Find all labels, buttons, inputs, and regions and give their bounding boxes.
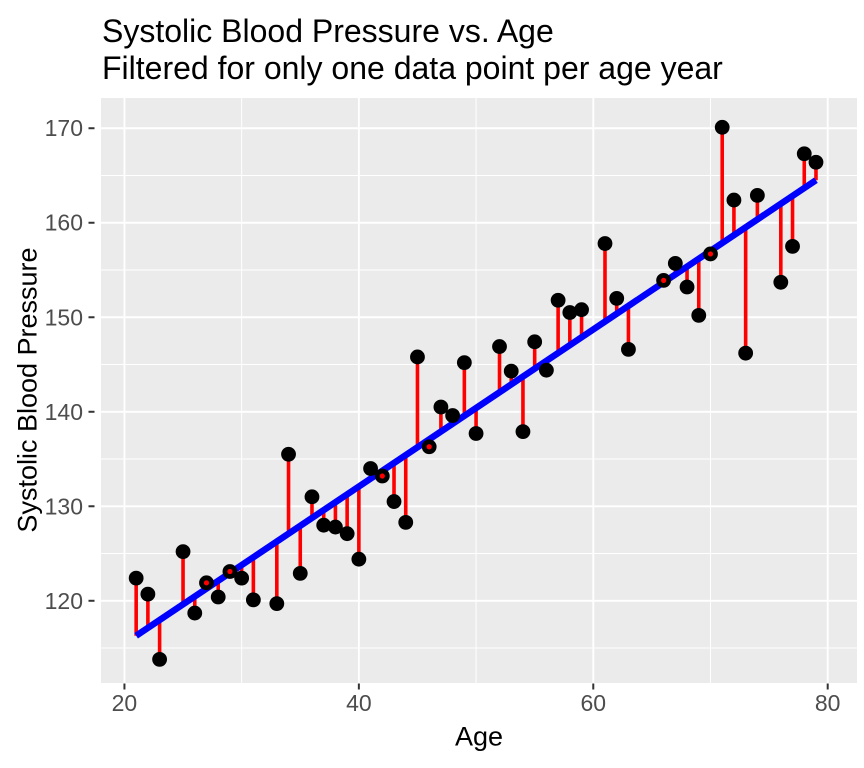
y-tick-label: 150 xyxy=(45,304,83,330)
data-point xyxy=(749,187,765,203)
chart-title: Systolic Blood Pressure vs. Age xyxy=(102,13,554,49)
x-tick-label: 20 xyxy=(112,690,138,716)
x-tick-label: 40 xyxy=(346,690,372,716)
y-tick-label: 170 xyxy=(45,115,83,141)
y-tick-label: 130 xyxy=(45,493,83,519)
data-point xyxy=(773,274,789,290)
y-tick-label: 160 xyxy=(45,210,83,236)
x-axis-title: Age xyxy=(454,721,504,752)
data-point xyxy=(410,349,425,365)
data-point xyxy=(316,517,332,533)
data-point xyxy=(667,255,683,271)
chart-subtitle: Filtered for only one data point per age… xyxy=(102,50,723,86)
data-point xyxy=(609,290,625,306)
data-point xyxy=(527,334,543,350)
data-point xyxy=(175,544,191,560)
residual-endpoint xyxy=(227,568,233,575)
x-tick-label: 80 xyxy=(815,690,841,716)
data-point xyxy=(550,292,566,308)
residual-endpoint xyxy=(203,580,210,586)
data-point xyxy=(574,302,589,318)
data-point xyxy=(363,461,378,476)
data-point xyxy=(281,446,296,462)
data-point xyxy=(292,565,308,581)
data-point xyxy=(433,399,449,415)
data-point xyxy=(187,605,203,621)
data-point xyxy=(468,426,484,441)
x-tick-label: 60 xyxy=(580,690,606,716)
data-point xyxy=(339,526,355,542)
data-point xyxy=(503,363,519,379)
data-point xyxy=(245,592,261,608)
data-point xyxy=(691,307,707,323)
data-point xyxy=(726,192,742,208)
y-tick-label: 120 xyxy=(45,588,83,614)
data-point xyxy=(785,238,800,254)
data-point xyxy=(304,489,320,505)
y-tick-label: 140 xyxy=(45,399,83,425)
data-point xyxy=(234,570,250,586)
data-point xyxy=(386,494,402,509)
data-point xyxy=(269,596,285,612)
data-point xyxy=(796,146,812,162)
data-point xyxy=(398,514,414,530)
data-point xyxy=(597,236,613,251)
data-point xyxy=(140,586,156,602)
residual-endpoint xyxy=(661,277,667,283)
data-point xyxy=(621,341,636,357)
residual-endpoint xyxy=(379,473,385,479)
residual-endpoint xyxy=(707,251,714,257)
data-point xyxy=(445,408,461,423)
data-point xyxy=(210,589,226,605)
data-point xyxy=(738,345,754,361)
data-point xyxy=(538,362,554,378)
data-point xyxy=(152,651,168,667)
data-point xyxy=(128,570,144,586)
data-point xyxy=(492,339,507,354)
data-point xyxy=(456,355,472,371)
data-point xyxy=(808,154,824,170)
residual-endpoint xyxy=(426,444,432,450)
data-point xyxy=(351,551,367,567)
data-point xyxy=(515,424,531,440)
regression-line xyxy=(134,177,818,639)
data-point xyxy=(714,119,730,135)
data-point xyxy=(562,305,578,320)
data-point xyxy=(679,279,695,295)
data-point xyxy=(328,519,343,535)
